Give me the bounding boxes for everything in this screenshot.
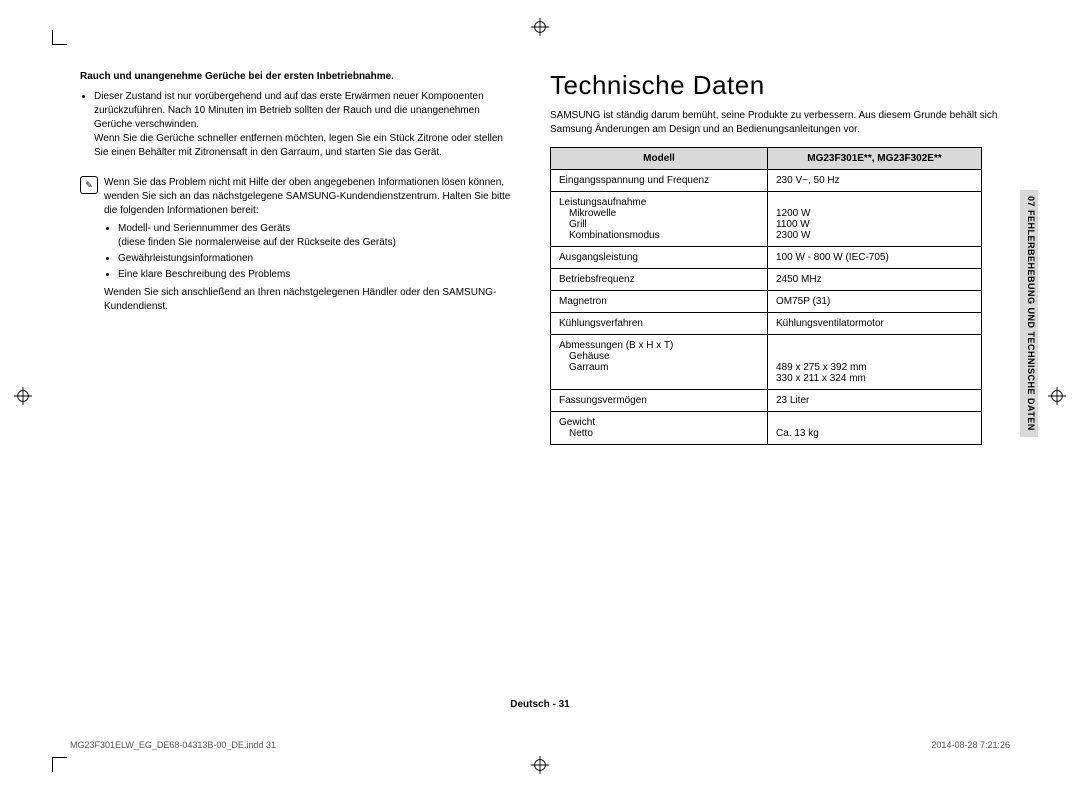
tip-item-0: Modell- und Seriennummer des Geräts (die…	[118, 222, 520, 250]
side-tab: 07 FEHLERBEHEBUNG UND TECHNISCHE DATEN	[1020, 190, 1038, 437]
spec-row-value: OM75P (31)	[768, 291, 982, 313]
spec-row-value: 230 V~, 50 Hz	[768, 170, 982, 192]
tip-block: ✎ Wenn Sie das Problem nicht mit Hilfe d…	[80, 176, 520, 314]
spec-row-label: Abmessungen (B x H x T)GehäuseGarraum	[551, 335, 768, 390]
tip-paragraph-1: Wenn Sie das Problem nicht mit Hilfe der…	[104, 176, 520, 218]
spec-th-model: Modell	[551, 148, 768, 170]
spec-row-label: Kühlungsverfahren	[551, 313, 768, 335]
spec-row-value: 100 W - 800 W (IEC-705)	[768, 247, 982, 269]
footer-timestamp: 2014-08-28 7:21:26	[931, 740, 1010, 750]
left-column: Rauch und unangenehme Gerüche bei der er…	[80, 70, 520, 314]
spec-th-value: MG23F301E**, MG23F302E**	[768, 148, 982, 170]
tip-inner-list: Modell- und Seriennummer des Geräts (die…	[104, 222, 520, 282]
crop-mark-bl	[52, 757, 67, 772]
footer-page-number: Deutsch - 31	[80, 699, 1000, 710]
spec-row-label: Ausgangsleistung	[551, 247, 768, 269]
crop-mark-tl	[52, 30, 67, 45]
page-content: Rauch und unangenehme Gerüche bei der er…	[80, 70, 1000, 690]
left-bullet-list: Dieser Zustand ist nur vorübergehend und…	[80, 90, 520, 160]
left-bullet-1: Dieser Zustand ist nur vorübergehend und…	[94, 90, 520, 160]
footer-file-info: MG23F301ELW_EG_DE68-04313B-00_DE.indd 31	[70, 740, 276, 750]
spec-row-label: Betriebsfrequenz	[551, 269, 768, 291]
spec-row-label: GewichtNetto	[551, 412, 768, 445]
spec-row-label: Fassungsvermögen	[551, 390, 768, 412]
tip-item-1: Gewährleistungsinformationen	[118, 252, 520, 266]
spec-row-value: 489 x 275 x 392 mm330 x 211 x 324 mm	[768, 335, 982, 390]
spec-table: Modell MG23F301E**, MG23F302E** Eingangs…	[550, 147, 982, 445]
registration-mark-right	[1048, 387, 1066, 405]
spec-row-value: 23 Liter	[768, 390, 982, 412]
section-intro: SAMSUNG ist ständig darum bemüht, seine …	[550, 109, 1000, 137]
registration-mark-bottom	[531, 756, 549, 774]
registration-mark-left	[14, 387, 32, 405]
tip-item-2: Eine klare Beschreibung des Problems	[118, 268, 520, 282]
spec-row-value: 2450 MHz	[768, 269, 982, 291]
note-icon: ✎	[80, 176, 98, 194]
spec-row-value: Ca. 13 kg	[768, 412, 982, 445]
left-heading: Rauch und unangenehme Gerüche bei der er…	[80, 70, 520, 84]
spec-row-label: Magnetron	[551, 291, 768, 313]
section-title: Technische Daten	[550, 70, 1000, 101]
registration-mark-top	[531, 18, 549, 36]
spec-row-value: 1200 W1100 W2300 W	[768, 192, 982, 247]
right-column: Technische Daten SAMSUNG ist ständig dar…	[550, 70, 1000, 445]
spec-row-value: Kühlungsventilatormotor	[768, 313, 982, 335]
spec-row-label: Eingangsspannung und Frequenz	[551, 170, 768, 192]
tip-paragraph-2: Wenden Sie sich anschließend an Ihren nä…	[104, 286, 520, 314]
spec-row-label: LeistungsaufnahmeMikrowelleGrillKombinat…	[551, 192, 768, 247]
